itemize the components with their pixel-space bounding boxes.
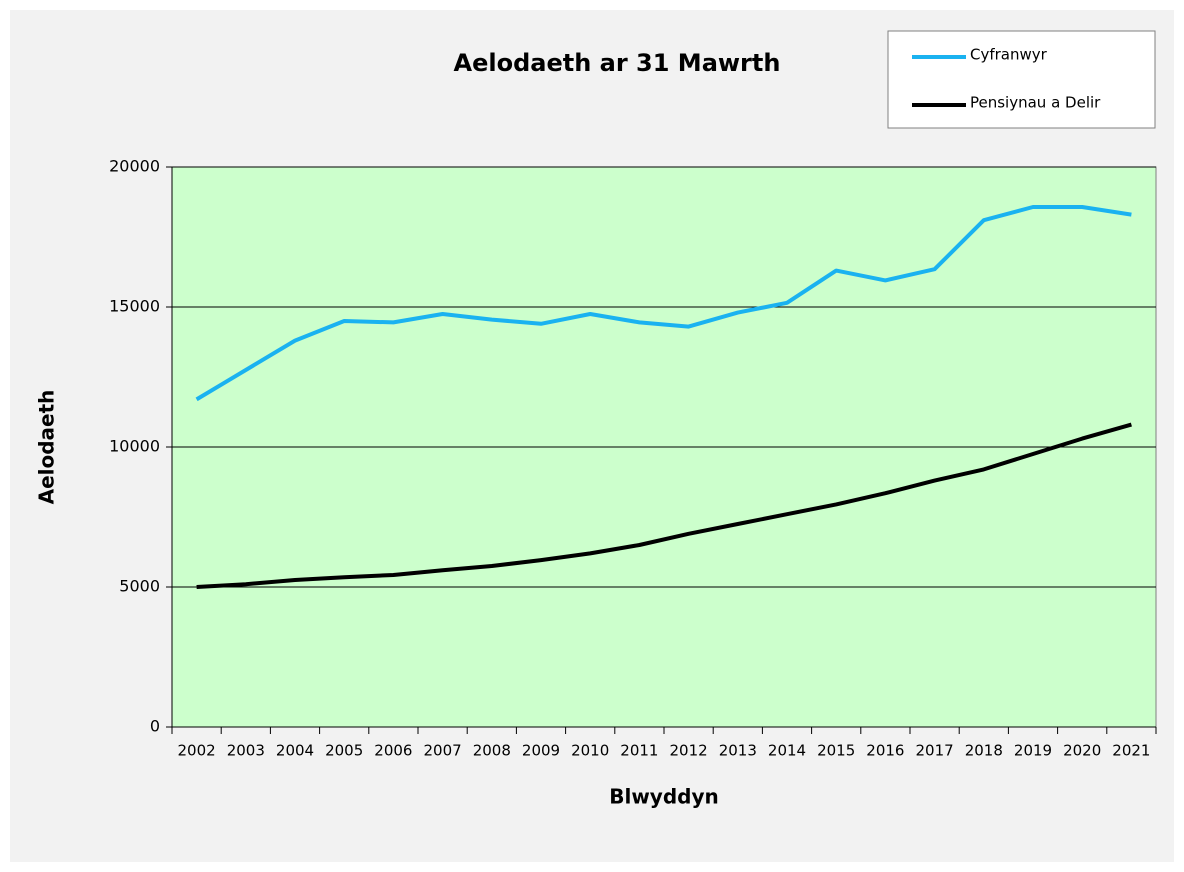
x-tick-label: 2009	[522, 742, 560, 760]
chart-title: Aelodaeth ar 31 Mawrth	[454, 49, 781, 77]
legend-box	[887, 30, 1156, 129]
y-tick-label: 5000	[119, 577, 160, 596]
series-line	[195, 205, 1132, 402]
x-tick-label: 2013	[719, 742, 757, 760]
x-tick-label: 2005	[325, 742, 363, 760]
x-tick-label: 2007	[424, 742, 462, 760]
x-tick-label: 2015	[817, 742, 855, 760]
y-tick-label: 20000	[109, 157, 160, 176]
y-tick-label: 15000	[109, 297, 160, 316]
legend-label: Pensiynau a Delir	[970, 94, 1101, 112]
x-tick-label: 2019	[1014, 742, 1052, 760]
y-axis-title: Aelodaeth	[35, 390, 59, 505]
x-tick-label: 2003	[227, 742, 265, 760]
x-tick-label: 2020	[1063, 742, 1101, 760]
legend-label: Cyfranwyr	[970, 46, 1048, 64]
x-tick-label: 2012	[670, 742, 708, 760]
x-tick-label: 2011	[620, 742, 658, 760]
x-tick-label: 2002	[178, 742, 216, 760]
y-tick-label: 10000	[109, 437, 160, 456]
x-tick-label: 2016	[866, 742, 904, 760]
y-tick-label: 0	[150, 717, 160, 736]
x-axis-title: Blwyddyn	[609, 785, 719, 809]
x-tick-label: 2017	[916, 742, 954, 760]
series-line	[196, 422, 1132, 589]
x-tick-label: 2021	[1112, 742, 1150, 760]
x-tick-label: 2004	[276, 742, 314, 760]
x-tick-label: 2018	[965, 742, 1003, 760]
x-tick-label: 2006	[374, 742, 412, 760]
x-tick-label: 2008	[473, 742, 511, 760]
x-tick-label: 2010	[571, 742, 609, 760]
x-tick-label: 2014	[768, 742, 806, 760]
